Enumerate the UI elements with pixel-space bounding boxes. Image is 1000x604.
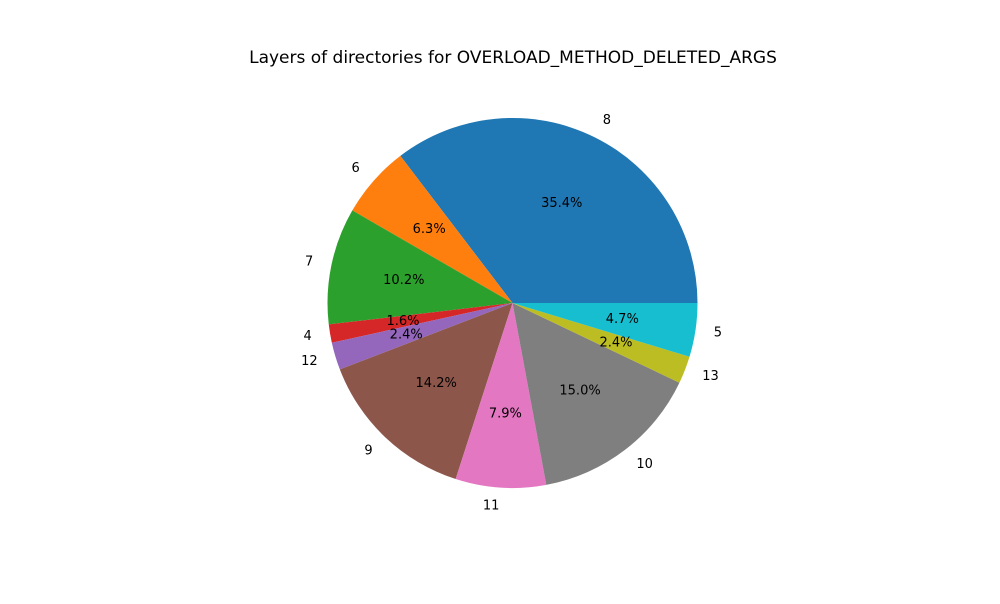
slice-percent-13: 2.4%	[599, 336, 632, 351]
slice-percent-9: 14.2%	[416, 376, 457, 391]
pie-slice-5	[512, 303, 698, 357]
pie-slice-10	[512, 303, 680, 485]
pie-slice-8	[400, 117, 698, 303]
slice-label-13: 13	[702, 369, 719, 384]
slice-label-6: 6	[351, 161, 359, 176]
slice-label-7: 7	[305, 254, 313, 269]
pie-slices	[327, 117, 698, 488]
pie-slice-13	[512, 303, 690, 383]
slice-percent-4: 1.6%	[387, 314, 420, 329]
pie-slice-4	[328, 303, 513, 343]
slice-percent-10: 15.0%	[559, 384, 600, 399]
slice-percent-5: 4.7%	[606, 312, 639, 327]
pie-slice-11	[455, 303, 547, 488]
pie-slice-9	[339, 303, 513, 480]
chart-title: Layers of directories for OVERLOAD_METHO…	[249, 48, 777, 68]
slice-label-4: 4	[304, 329, 312, 344]
pie-slice-12	[331, 303, 513, 370]
slice-percent-11: 7.9%	[489, 406, 522, 421]
pie-labels: 8 35.4% 6 6.3% 7 10.2% 4 1.6% 12 2.4% 9 14.2% 11 7.9%…	[301, 113, 722, 513]
slice-label-8: 8	[603, 113, 611, 128]
slice-label-11: 11	[483, 499, 500, 514]
slice-label-5: 5	[714, 325, 722, 340]
slice-percent-7: 10.2%	[383, 273, 424, 288]
slice-label-9: 9	[364, 443, 372, 458]
slice-percent-12: 2.4%	[390, 327, 423, 342]
slice-percent-6: 6.3%	[413, 222, 446, 237]
slice-percent-8: 35.4%	[541, 196, 582, 211]
slice-label-12: 12	[301, 354, 318, 369]
slice-label-10: 10	[636, 457, 653, 472]
pie-slice-7	[327, 210, 513, 325]
pie-slice-6	[352, 155, 513, 303]
